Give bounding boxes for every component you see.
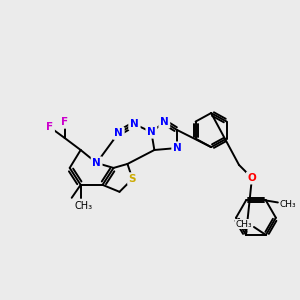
Text: N: N <box>130 119 139 129</box>
Text: N: N <box>147 127 156 137</box>
Text: F: F <box>46 122 53 132</box>
Text: N: N <box>160 117 169 127</box>
Text: N: N <box>173 143 182 153</box>
Text: N: N <box>114 128 123 138</box>
Text: CH₃: CH₃ <box>280 200 296 209</box>
Text: S: S <box>129 174 136 184</box>
Text: CH₃: CH₃ <box>235 220 252 229</box>
Text: O: O <box>248 173 256 183</box>
Text: F: F <box>61 117 68 127</box>
Text: CH₃: CH₃ <box>75 201 93 211</box>
Text: N: N <box>92 158 101 168</box>
Text: N: N <box>114 128 123 138</box>
Text: N: N <box>130 119 139 129</box>
